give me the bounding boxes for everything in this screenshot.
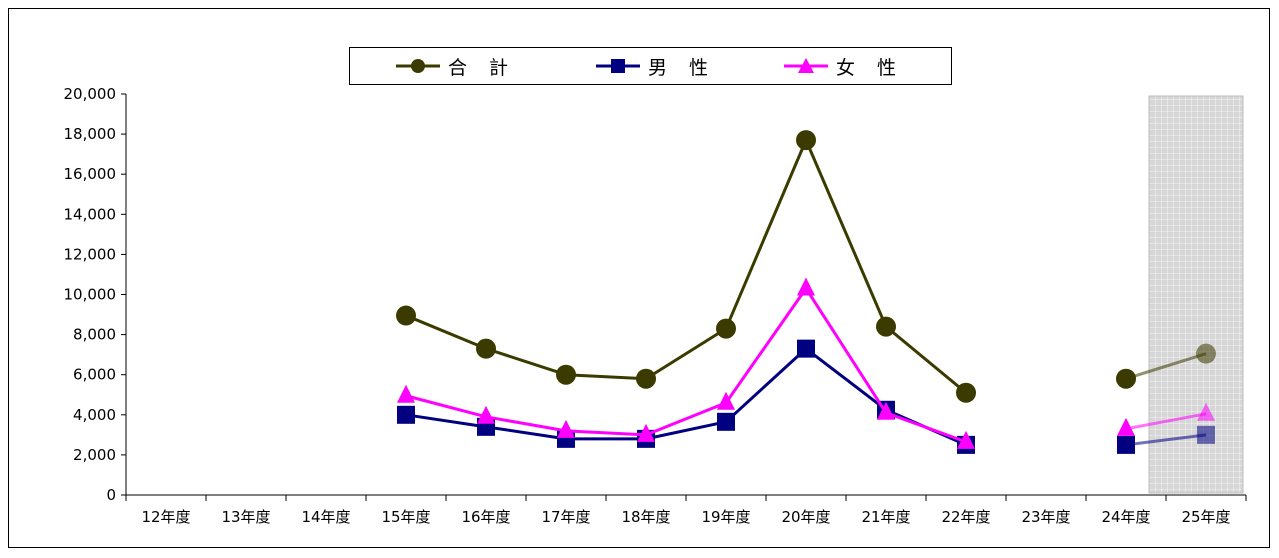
x-tick-label: 23年度 — [1021, 508, 1070, 526]
series-line-segment — [565, 429, 647, 437]
forecast-region — [1148, 95, 1244, 494]
data-point — [557, 419, 575, 438]
series-line-segment — [805, 347, 887, 411]
data-point — [717, 391, 735, 410]
y-tick-label: 16,000 — [64, 165, 117, 183]
data-point — [397, 405, 415, 424]
x-tick-label: 21年度 — [861, 508, 910, 526]
data-point — [876, 316, 896, 337]
data-point — [1117, 435, 1135, 454]
x-tick-label: 16年度 — [461, 508, 510, 526]
series-line-segment — [1125, 352, 1207, 381]
x-tick-label: 25年度 — [1181, 508, 1230, 526]
legend-marker-male — [596, 59, 640, 73]
legend-item-male: 男 性 — [594, 48, 716, 84]
y-tick-label: 6,000 — [73, 366, 116, 384]
data-point — [796, 130, 816, 151]
series-line-segment — [405, 314, 487, 351]
data-point — [797, 277, 815, 296]
series-line-segment — [565, 373, 647, 381]
y-tick-label: 20,000 — [64, 85, 117, 103]
series-line-segment — [1125, 433, 1207, 447]
series-0 — [396, 130, 1216, 403]
series-line-segment — [885, 325, 967, 394]
data-point — [476, 338, 496, 359]
y-tick-label: 18,000 — [64, 125, 117, 143]
data-point — [636, 368, 656, 389]
data-point — [716, 318, 736, 339]
series-line-segment — [405, 413, 487, 429]
series-line-segment — [804, 139, 888, 328]
series-line-segment — [724, 347, 808, 423]
x-tick-label: 17年度 — [541, 508, 590, 526]
data-point — [1197, 402, 1215, 421]
data-point — [1196, 343, 1216, 364]
data-point — [637, 423, 655, 442]
legend-item-total: 合 計 — [394, 48, 516, 84]
legend-item-female: 女 性 — [782, 48, 904, 84]
y-tick-label: 8,000 — [73, 326, 116, 344]
y-tick-label: 0 — [106, 486, 116, 504]
legend-marker-female — [784, 58, 828, 73]
series-line-segment — [645, 420, 727, 441]
x-tick-label: 18年度 — [621, 508, 670, 526]
x-tick-label: 24年度 — [1101, 508, 1150, 526]
data-point — [477, 405, 495, 424]
legend-marker-total — [396, 59, 440, 73]
y-tick-label: 12,000 — [64, 245, 117, 263]
data-point — [797, 339, 815, 358]
series-1 — [397, 339, 1215, 454]
data-point — [1116, 368, 1136, 389]
data-point — [1117, 417, 1135, 436]
series-line-segment — [405, 394, 487, 419]
series-line-segment — [485, 415, 567, 433]
data-point — [396, 305, 416, 326]
series-line-segment — [645, 327, 727, 380]
legend-label-male: 男 性 — [648, 56, 717, 79]
data-point — [957, 430, 975, 449]
series-2 — [397, 277, 1215, 449]
y-tick-label: 4,000 — [73, 406, 116, 424]
x-tick-label: 13年度 — [221, 508, 270, 526]
x-tick-label: 12年度 — [141, 508, 190, 526]
data-point — [1197, 425, 1215, 444]
plot-area: 0 2,000 4,000 6,000 8,000 10,000 12,000 14,000 1… — [64, 85, 1247, 526]
series-line-segment — [804, 287, 888, 414]
y-tick-label: 2,000 — [73, 446, 116, 464]
y-tick-label: 14,000 — [64, 205, 117, 223]
series-line-segment — [724, 139, 808, 330]
series-line-segment — [885, 411, 967, 444]
series-line-segment — [724, 287, 808, 404]
y-tick-label: 10,000 — [64, 286, 117, 304]
series-line-segment — [645, 401, 727, 437]
legend-label-total: 合 計 — [448, 56, 517, 79]
x-tick-label: 19年度 — [701, 508, 750, 526]
data-point — [717, 412, 735, 431]
x-tick-label: 22年度 — [941, 508, 990, 526]
series-line-segment — [485, 425, 567, 441]
series-line-segment — [1125, 412, 1207, 431]
legend: 合 計 男 性 女 性 — [349, 47, 952, 85]
data-point — [556, 364, 576, 385]
data-point — [877, 401, 895, 420]
x-tick-label: 15年度 — [381, 508, 430, 526]
x-tick-label: 14年度 — [301, 508, 350, 526]
legend-label-female: 女 性 — [836, 56, 905, 79]
data-point — [956, 382, 976, 403]
x-tick-label: 20年度 — [781, 508, 830, 526]
series-line-segment — [485, 347, 567, 377]
chart-frame: 合 計 男 性 女 性 0 2,000 4,000 6,000 8,0 — [8, 8, 1270, 548]
data-point — [397, 384, 415, 403]
